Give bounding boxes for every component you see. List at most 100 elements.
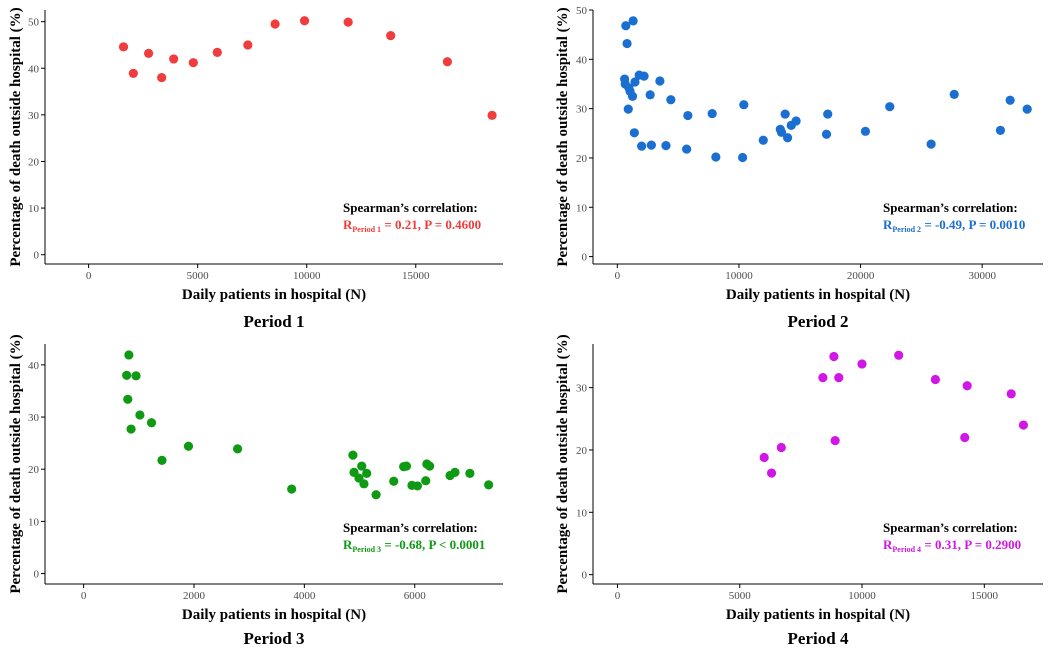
x-tick-label: 10000: [848, 590, 876, 602]
data-point: [401, 461, 412, 471]
data-point: [1018, 420, 1029, 430]
data-point: [131, 371, 141, 381]
data-point: [782, 133, 793, 143]
data-point: [646, 140, 656, 150]
data-point: [348, 450, 358, 460]
x-tick-label: 0: [81, 590, 87, 602]
data-point: [188, 58, 198, 68]
y-axis-title: Percentage of death outside hospital (%): [8, 7, 24, 266]
data-point: [627, 91, 638, 101]
data-point: [157, 72, 167, 83]
data-point: [818, 373, 828, 383]
data-point: [860, 126, 871, 136]
data-point: [780, 109, 790, 119]
data-point: [776, 442, 786, 453]
data-point: [766, 468, 777, 478]
data-point: [829, 351, 839, 362]
data-point: [639, 71, 649, 81]
x-tick-label: 15000: [971, 590, 999, 602]
data-point: [118, 42, 129, 52]
data-point: [629, 128, 639, 138]
data-point: [621, 21, 631, 31]
data-point: [830, 436, 840, 446]
data-point: [232, 444, 243, 454]
data-point: [622, 38, 632, 49]
data-point: [450, 467, 460, 477]
data-point: [465, 468, 475, 478]
correlation-stat: RPeriod 4 = 0.31, P = 0.2900: [883, 537, 1021, 554]
data-point: [128, 68, 138, 78]
x-tick-label: 0: [86, 270, 92, 282]
data-point: [362, 468, 372, 478]
y-tick-label: 20: [28, 156, 40, 168]
y-tick-label: 0: [582, 570, 588, 582]
x-axis-title: Daily patients in hospital (N): [182, 607, 366, 623]
data-point: [212, 47, 222, 58]
y-tick-label: 0: [34, 569, 40, 581]
data-point: [1022, 104, 1032, 114]
data-point: [487, 110, 497, 120]
data-point: [791, 116, 801, 126]
data-point: [960, 432, 970, 443]
data-point: [484, 480, 494, 490]
panel-2: 0 10000 20000 30000 0 10 20 30 40 50 Daily patient…: [555, 5, 1043, 331]
data-point: [759, 452, 769, 463]
data-point: [683, 110, 693, 121]
data-point: [169, 54, 179, 64]
data-point: [343, 17, 353, 27]
panel-title: Period 1: [244, 312, 305, 331]
data-point: [122, 370, 132, 380]
y-tick-label: 30: [28, 110, 40, 122]
x-tick-label: 10000: [725, 270, 753, 282]
panel-title: Period 2: [788, 312, 849, 331]
data-point: [637, 141, 647, 151]
data-point: [666, 95, 676, 105]
data-point: [146, 418, 157, 428]
x-tick-label: 10000: [293, 270, 321, 282]
x-axis-title: Daily patients in hospital (N): [726, 607, 910, 623]
data-point: [143, 48, 154, 58]
data-point: [776, 127, 787, 137]
x-axis-title: Daily patients in hospital (N): [726, 287, 910, 303]
correlation-heading: Spearman’s correlation:: [343, 520, 478, 535]
data-point: [682, 144, 692, 154]
y-tick-label: 50: [576, 5, 588, 17]
data-point: [623, 104, 633, 114]
y-tick-label: 50: [28, 17, 40, 29]
y-tick-label: 10: [576, 202, 588, 214]
x-tick-label: 4000: [293, 590, 316, 602]
data-point: [711, 152, 721, 162]
data-point: [995, 125, 1006, 135]
y-tick-label: 40: [28, 63, 40, 75]
data-point: [1005, 95, 1015, 105]
correlation-stat: RPeriod 1 = 0.21, P = 0.4600: [343, 217, 481, 234]
panel-title: Period 3: [244, 629, 305, 648]
data-point: [823, 109, 833, 119]
data-point: [894, 350, 904, 360]
data-point: [821, 129, 832, 139]
data-point: [758, 135, 768, 145]
data-point: [885, 102, 895, 112]
data-point: [421, 476, 431, 486]
y-axis-title: Percentage of death outside hospital (%): [555, 7, 571, 266]
data-point: [386, 31, 396, 41]
data-point: [661, 141, 671, 151]
y-tick-label: 10: [28, 516, 40, 528]
data-point: [630, 77, 640, 87]
x-tick-label: 15000: [402, 270, 430, 282]
correlation-heading: Spearman’s correlation:: [883, 200, 1018, 215]
data-point: [949, 89, 959, 99]
data-point: [1006, 389, 1016, 399]
data-point: [442, 57, 452, 67]
data-point: [243, 40, 253, 50]
correlation-stat: RPeriod 3 = -0.68, P < 0.0001: [343, 537, 485, 554]
data-point: [389, 476, 399, 486]
y-tick-label: 10: [28, 203, 40, 215]
data-point: [425, 461, 435, 471]
data-point: [628, 16, 638, 26]
correlation-heading: Spearman’s correlation:: [883, 520, 1018, 535]
data-point: [834, 373, 844, 383]
data-point: [299, 16, 310, 26]
data-point: [183, 441, 194, 451]
